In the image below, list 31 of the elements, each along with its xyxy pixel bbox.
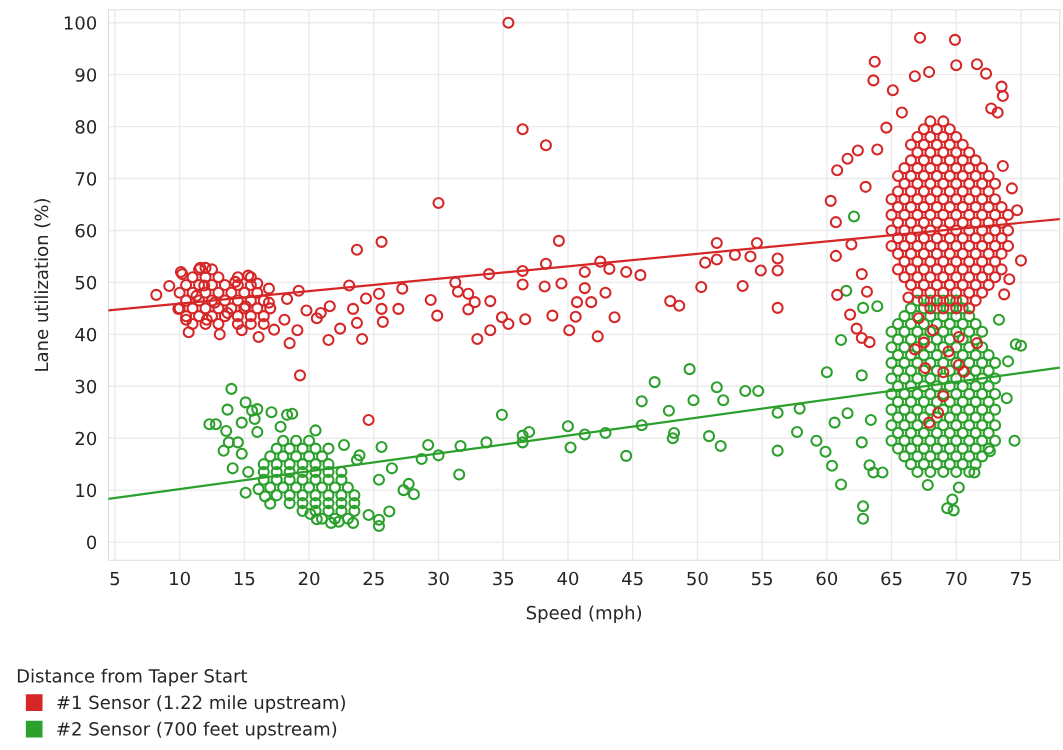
x-tick-label: 60 [816, 571, 838, 586]
x-tick-label: 25 [363, 571, 384, 586]
x-tick-label: 35 [493, 571, 514, 586]
x-tick-label: 30 [428, 571, 449, 586]
x-tick-label: 50 [687, 571, 708, 586]
y-tick-label: 70 [75, 171, 97, 186]
x-tick-label: 55 [752, 571, 773, 586]
legend-label: #2 Sensor (700 feet upstream) [57, 721, 337, 740]
x-tick-label: 5 [110, 571, 120, 586]
x-tick-label: 70 [946, 571, 967, 586]
y-tick-label: 0 [87, 535, 97, 550]
y-tick-label: 90 [75, 68, 97, 82]
x-tick-label: 45 [622, 571, 643, 586]
x-tick-label: 75 [1010, 571, 1031, 586]
y-tick-label: 40 [75, 327, 97, 342]
x-axis-title: Speed (mph) [526, 605, 642, 623]
x-tick-label: 15 [234, 571, 255, 586]
y-axis-title: Lane utilization (%) [34, 199, 51, 371]
x-tick-label: 10 [170, 571, 190, 586]
legend-label: #1 Sensor (1.22 mile upstream) [57, 695, 345, 713]
y-tick-label: 10 [76, 483, 97, 498]
y-tick-label: 20 [75, 431, 97, 446]
y-tick-label: 50 [75, 275, 97, 290]
legend-title: Distance from Taper Start [17, 668, 248, 687]
y-tick-label: 30 [75, 379, 97, 394]
y-tick-label: 100 [64, 16, 97, 30]
x-tick-label: 65 [881, 571, 902, 586]
x-tick-label: 40 [557, 571, 579, 586]
x-tick-label: 20 [298, 571, 320, 586]
y-tick-label: 80 [75, 120, 97, 134]
y-tick-label: 60 [75, 223, 97, 238]
